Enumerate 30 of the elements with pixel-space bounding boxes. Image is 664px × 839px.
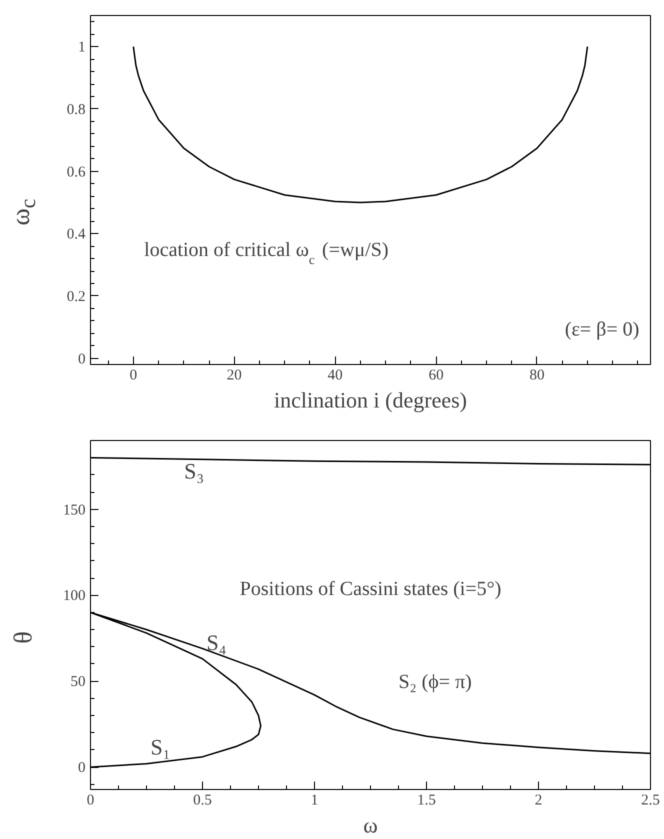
annotation: S₃ (184, 458, 204, 484)
y-tick-label: 0 (78, 351, 86, 368)
y-axis-title: θ (7, 630, 38, 646)
x-tick-label: 80 (529, 368, 544, 384)
x-axis-title: ω (363, 812, 378, 838)
y-tick-label: 50 (70, 674, 86, 690)
y-tick-label: 100 (63, 588, 86, 604)
y-tick-label: 0.2 (66, 288, 86, 305)
x-tick-label: 1.5 (417, 792, 436, 808)
x-tick-label: 20 (226, 368, 242, 384)
x-tick-label: 2 (534, 792, 542, 808)
annotation: Positions of Cassini states (i=5°) (240, 578, 502, 600)
y-tick-label: 0.4 (66, 226, 86, 243)
annotation: S₄ (206, 630, 226, 655)
x-axis-title: inclination i (degrees) (274, 388, 468, 412)
x-tick-label: 0.5 (193, 792, 212, 808)
annotation: S₂ (ϕ= π) (398, 670, 472, 693)
x-tick-label: 60 (428, 368, 444, 384)
y-tick-label: 0 (78, 760, 86, 776)
y-tick-label: 1 (78, 40, 86, 56)
x-tick-label: 0 (130, 368, 138, 384)
line-series (132, 46, 588, 204)
y-tick-label: 150 (63, 502, 86, 518)
y-tick-label: 0.6 (66, 164, 86, 180)
annotation: (ε= β= 0) (564, 318, 640, 340)
annotation: S₁ (150, 734, 170, 760)
x-tick-label: 1 (310, 792, 318, 808)
x-tick-label: 2.5 (641, 792, 660, 808)
y-tick-label: 0.8 (66, 102, 86, 118)
x-tick-label: 40 (328, 368, 343, 384)
